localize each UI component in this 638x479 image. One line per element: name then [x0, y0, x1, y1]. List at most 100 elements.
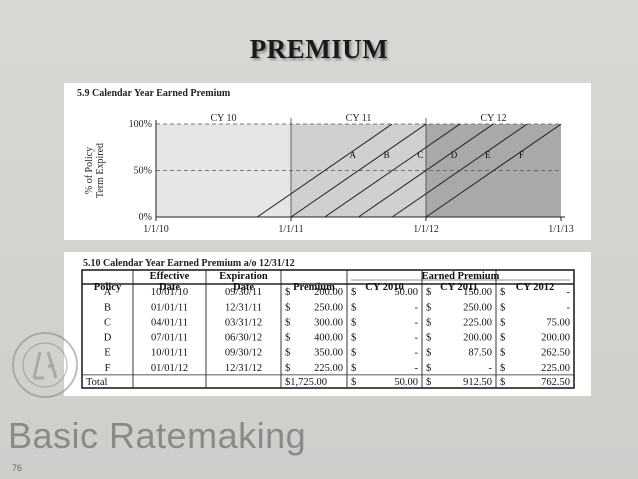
cell-cy2010: -	[415, 363, 419, 374]
cell-expiration-date: 09/30/11	[225, 287, 262, 298]
cell-expiration-date: 09/30/12	[225, 348, 262, 359]
policy-line-f	[425, 124, 561, 217]
cell-cy2012: -	[567, 287, 571, 298]
chart-caption: 5.9 Calendar Year Earned Premium	[77, 88, 231, 99]
currency-symbol: $	[351, 363, 356, 374]
cell-expiration-date: 03/31/12	[225, 317, 262, 328]
policy-label-f: F	[519, 150, 524, 160]
earned-premium-table-panel: 5.10 Calendar Year Earned Premium a/o 12…	[64, 252, 591, 396]
currency-symbol: $	[285, 348, 290, 359]
cell-effective-date: 01/01/12	[151, 363, 188, 374]
slide-title: PREMIUM	[249, 34, 389, 64]
policy-line-e	[391, 124, 528, 217]
policy-label-b: B	[384, 150, 390, 160]
cell-cy2010: -	[415, 302, 419, 313]
cell-policy: A	[104, 287, 112, 298]
header-cell: Date	[233, 282, 254, 293]
cy-label: CY 10	[210, 113, 236, 124]
currency-symbol: $	[351, 377, 356, 388]
cell-expiration-date: 12/31/12	[225, 363, 262, 374]
currency-symbol: $	[351, 287, 356, 298]
currency-symbol: $	[285, 363, 290, 374]
currency-symbol: $	[500, 377, 505, 388]
currency-symbol: $	[500, 302, 505, 313]
total-cy2010: 50.00	[394, 377, 418, 388]
cell-policy: D	[104, 333, 112, 344]
currency-symbol: $	[500, 333, 505, 344]
cell-policy: E	[104, 348, 110, 359]
policy-label-e: E	[485, 150, 491, 160]
cell-effective-date: 10/01/10	[151, 287, 188, 298]
currency-symbol: $	[285, 287, 290, 298]
cell-expiration-date: 06/30/12	[225, 333, 262, 344]
cell-cy2010: 50.00	[394, 287, 418, 298]
currency-symbol: $	[285, 317, 290, 328]
currency-symbol: $	[285, 333, 290, 344]
earned-premium-table: Earned Premium Effective Expiration Policy D…	[81, 269, 575, 389]
currency-symbol: $	[351, 348, 356, 359]
slide-number: 76	[12, 463, 23, 473]
currency-symbol: $	[426, 363, 431, 374]
cell-effective-date: 07/01/11	[151, 333, 188, 344]
currency-symbol: $	[351, 317, 356, 328]
earned-premium-chart: 100% 50% 0%1/1/10 1/1/11 1/1/12 1/1/13 CY 10 CY…	[84, 113, 574, 235]
currency-symbol: $	[285, 302, 290, 313]
group-header: Earned Premium	[422, 271, 500, 282]
cell-cy2012: 75.00	[546, 317, 570, 328]
cell-policy: B	[104, 302, 111, 313]
currency-symbol: $	[351, 302, 356, 313]
currency-symbol: $	[351, 333, 356, 344]
x-tick-label: 1/1/11	[278, 224, 303, 235]
header-cell: CY 2012	[516, 282, 554, 293]
cell-policy: F	[105, 363, 111, 374]
header-cell: Policy	[94, 282, 122, 293]
policy-line-b	[290, 124, 427, 217]
cell-cy2011: -	[489, 363, 493, 374]
cell-policy: C	[104, 317, 111, 328]
header-cell: CY 2010	[365, 282, 403, 293]
cy-label: CY 12	[480, 113, 506, 124]
cell-cy2011: 150.00	[463, 287, 492, 298]
cell-cy2010: -	[415, 333, 419, 344]
cell-premium: 250.00	[314, 302, 343, 313]
y-tick-label: 0%	[139, 212, 152, 223]
cell-cy2010: -	[415, 317, 419, 328]
currency-symbol: $	[426, 287, 431, 298]
x-tick-label: 1/1/10	[143, 224, 169, 235]
cell-cy2011: 250.00	[463, 302, 492, 313]
table-frame	[81, 269, 575, 389]
earned-premium-chart-panel: 5.9 Calendar Year Earned Premium 100% 50%…	[64, 83, 591, 240]
cas-seal-logo	[12, 332, 78, 398]
policy-lines	[256, 124, 561, 217]
currency-symbol: $	[426, 377, 431, 388]
currency-symbol: $	[426, 348, 431, 359]
currency-symbol: $	[500, 317, 505, 328]
cell-effective-date: 04/01/11	[151, 317, 188, 328]
cell-cy2012: 200.00	[541, 333, 570, 344]
y-axis-title: % of PolicyTerm Expired	[84, 143, 106, 198]
table-caption: 5.10 Calendar Year Earned Premium a/o 12…	[83, 258, 295, 269]
cell-cy2011: 87.50	[468, 348, 492, 359]
policy-line-d	[358, 124, 494, 217]
y-tick-label: 100%	[129, 119, 152, 130]
cell-cy2010: -	[415, 348, 419, 359]
cell-premium: 200.00	[314, 287, 343, 298]
cell-premium: 350.00	[314, 348, 343, 359]
policy-line-a	[256, 124, 393, 217]
cell-expiration-date: 12/31/11	[225, 302, 262, 313]
header-cell: Premium	[293, 282, 335, 293]
policy-label-d: D	[451, 150, 458, 160]
policy-label-a: A	[349, 150, 356, 160]
cell-premium: 400.00	[314, 333, 343, 344]
y-tick-label: 50%	[134, 166, 152, 177]
footer-brand: Basic Ratemaking	[8, 415, 307, 456]
policy-line-c	[324, 124, 461, 217]
cell-effective-date: 01/01/11	[151, 302, 188, 313]
cell-premium: 300.00	[314, 317, 343, 328]
currency-symbol: $	[500, 287, 505, 298]
cell-cy2012: 262.50	[541, 348, 570, 359]
currency-symbol: $	[500, 363, 505, 374]
currency-symbol: $	[426, 333, 431, 344]
currency-symbol: $	[426, 317, 431, 328]
total-premium: $1,725.00	[285, 377, 327, 388]
